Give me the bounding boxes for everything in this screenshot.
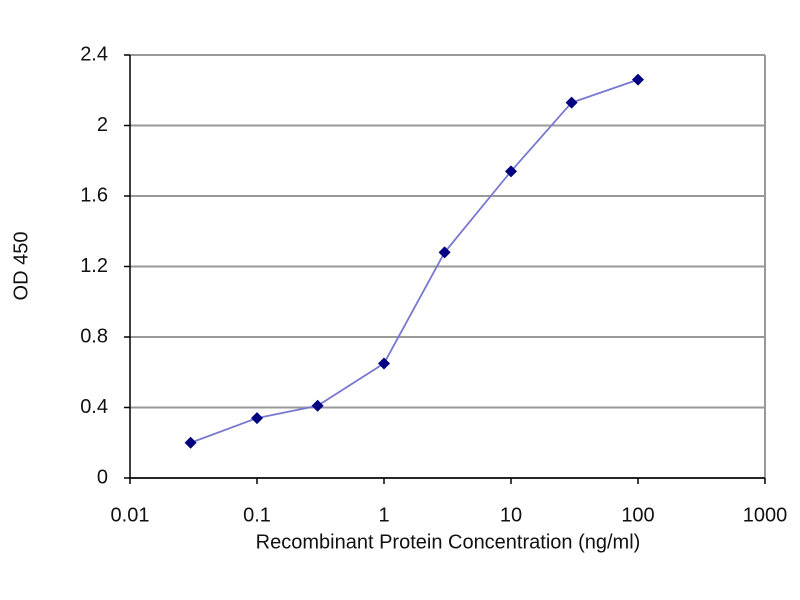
x-tick-label: 1 [378,504,389,526]
y-tick-label: 2 [97,114,108,136]
data-point [438,246,451,259]
y-tick-label: 2.4 [80,43,108,65]
data-point [505,165,517,178]
data-point [311,399,324,412]
y-axis-label: OD 450 [10,232,32,301]
x-tick-label: 0.01 [111,504,150,526]
data-point [251,412,263,425]
y-tick-label: 0.4 [80,396,108,418]
x-tick-label: 10 [500,504,522,526]
x-tick-label: 0.1 [243,504,271,526]
x-tick-label: 1000 [743,504,788,526]
data-point [378,357,390,370]
data-line [190,78,639,444]
data-point [565,96,578,109]
x-axis-label: Recombinant Protein Concentration (ng/ml… [256,531,641,553]
x-tick-label: 100 [621,504,654,526]
y-tick-label: 1.2 [80,255,108,277]
data-point [632,73,644,86]
y-tick-label: 0.8 [80,325,108,347]
y-tick-label: 1.6 [80,184,108,206]
y-tick-label: 0 [97,466,108,488]
data-point [184,436,197,449]
